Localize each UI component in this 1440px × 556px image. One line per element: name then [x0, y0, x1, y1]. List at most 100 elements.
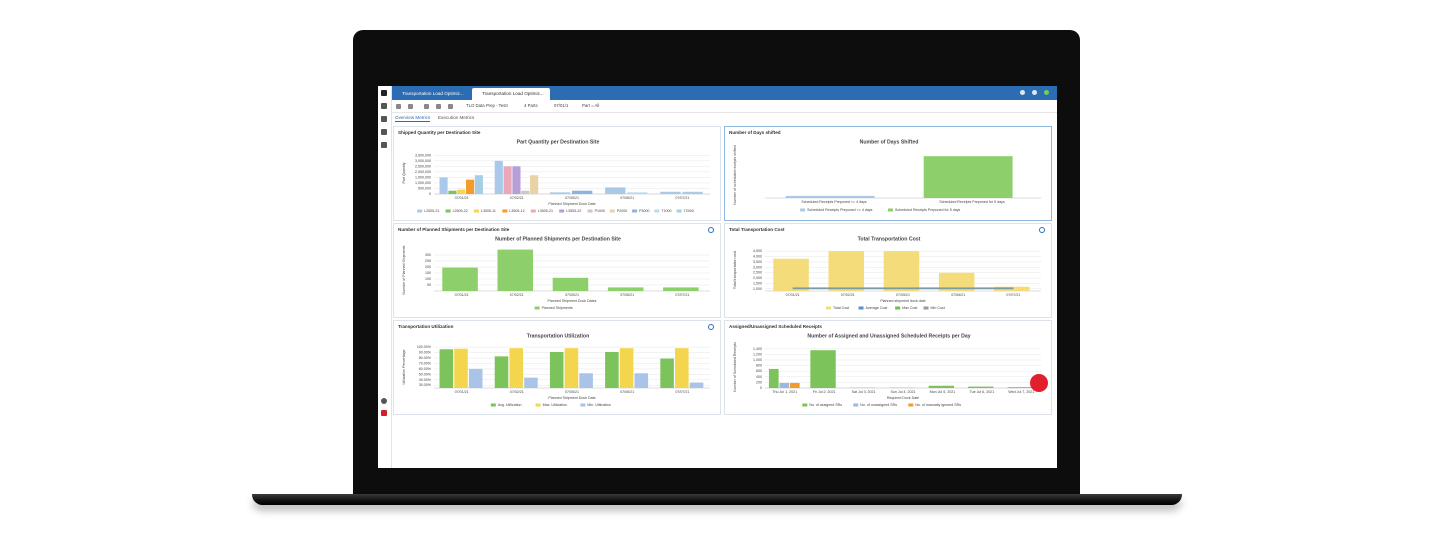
chart-title: Total Transportation Cost: [858, 236, 921, 242]
x-tick-label: Fri Jul 2, 2021: [813, 390, 836, 394]
legend-label: Max Cost: [902, 306, 917, 310]
chart: Total Transportation Cost Total transport…: [733, 236, 1041, 310]
legend-label: Avg. Utilization: [498, 403, 522, 407]
y-tick-label: 400: [756, 375, 762, 379]
y-tick-label: 2,000,000: [415, 170, 431, 174]
x-axis-label: Planned Shipment Dock Date: [548, 396, 595, 400]
y-tick-label: 3,500,000: [415, 153, 431, 157]
icon[interactable]: [1020, 90, 1025, 95]
toolbar-item[interactable]: Part = All: [582, 103, 600, 108]
help-button[interactable]: [1030, 374, 1048, 392]
legend-swatch: [445, 209, 451, 213]
chart-title: Part Quantity per Destination Site: [517, 139, 600, 145]
icon[interactable]: [381, 90, 387, 96]
chart: Transportation Utilization Utilization Pe…: [402, 333, 710, 407]
bar: [1007, 387, 1033, 388]
legend-swatch: [587, 209, 593, 213]
y-tick-label: 70.00%: [419, 361, 432, 365]
bar: [923, 156, 1013, 198]
x-tick-label: 07/02/21: [510, 293, 524, 297]
legend-label: No. of assigned SRs: [809, 403, 842, 407]
legend-swatch: [490, 403, 496, 407]
legend-label: Scheduled Receipts Preponed for 5 days: [895, 208, 961, 212]
icon[interactable]: [381, 398, 387, 404]
icon[interactable]: [381, 116, 387, 122]
icon[interactable]: [396, 104, 401, 109]
bar: [928, 385, 955, 388]
icon[interactable]: [448, 104, 453, 109]
bar: [627, 192, 648, 194]
refresh-button[interactable]: [708, 227, 714, 233]
icon[interactable]: [1044, 90, 1049, 95]
legend-swatch: [895, 306, 901, 310]
legend-label: T2000: [684, 209, 694, 213]
x-tick-label: 07/02/21: [510, 390, 524, 394]
y-tick-label: 50.00%: [419, 372, 432, 376]
legend-label: No. of unassigned SRs: [860, 403, 897, 407]
chart-title: Number of Planned Shipments per Destinat…: [495, 236, 621, 242]
toolbar-item[interactable]: 07/01/1: [554, 103, 569, 108]
icon[interactable]: [424, 104, 429, 109]
legend-label: T1000: [661, 209, 671, 213]
bar: [682, 191, 703, 194]
y-tick-label: 150: [425, 271, 431, 275]
y-tick-label: 200: [756, 380, 762, 384]
legend-label: Average Cost: [866, 306, 888, 310]
bar: [439, 349, 454, 388]
bar: [605, 187, 626, 194]
legend-label: Planned Shipments: [542, 306, 573, 310]
y-tick-label: 3,500: [753, 260, 762, 264]
y-tick-label: 1,400: [753, 347, 762, 351]
bar: [579, 373, 593, 388]
y-tick-label: 2,000: [753, 276, 762, 280]
legend-swatch: [502, 209, 508, 213]
y-tick-label: 30.00%: [419, 383, 432, 387]
y-tick-label: 2,500: [753, 271, 762, 275]
bar: [768, 368, 779, 388]
legend-label: Min Cost: [931, 306, 945, 310]
legend-swatch: [530, 209, 536, 213]
tab[interactable]: Transportation Load Optimiz...: [392, 88, 472, 100]
chart: Part Quantity per Destination Site Part Q…: [402, 139, 710, 213]
subtab[interactable]: Overview Metrics: [395, 115, 431, 122]
icon[interactable]: [1032, 90, 1037, 95]
y-tick-label: 1,000,000: [415, 181, 431, 185]
x-tick-label: Sat Jul 3, 2021: [852, 390, 876, 394]
bar: [689, 382, 704, 388]
y-tick-label: 60.00%: [419, 367, 432, 371]
panel-title: Assigned/Unassigned Scheduled Receipts: [729, 324, 822, 329]
panel: Assigned/Unassigned Scheduled Receipts Nu…: [724, 320, 1052, 415]
y-axis-label: Utilization Percentage: [402, 350, 406, 385]
bar: [564, 348, 579, 388]
bar: [552, 277, 589, 291]
bar: [549, 352, 564, 388]
bar: [789, 382, 800, 388]
legend-label: L3505-11: [481, 209, 496, 213]
legend-label: L3505-21: [538, 209, 553, 213]
icon[interactable]: [381, 410, 387, 416]
refresh-button[interactable]: [1039, 227, 1045, 233]
x-tick-label: 07/07/21: [1006, 293, 1020, 297]
refresh-button[interactable]: [708, 324, 714, 330]
icon[interactable]: [381, 129, 387, 135]
y-tick-label: 600: [756, 369, 762, 373]
panel: Number of Planned Shipments per Destinat…: [393, 223, 721, 318]
icon[interactable]: [381, 142, 387, 148]
laptop-base: [252, 494, 1182, 505]
toolbar-item[interactable]: TLO Data Prep - TestI: [466, 103, 508, 108]
legend-label: Max. Utilization: [543, 403, 567, 407]
toolbar-item[interactable]: 4 Parts: [524, 103, 538, 108]
icon[interactable]: [408, 104, 413, 109]
legend-label: P2000: [617, 209, 627, 213]
tab[interactable]: Transportation Load Optimiz...: [472, 88, 550, 100]
y-tick-label: 1,000: [753, 358, 762, 362]
icon[interactable]: [381, 103, 387, 109]
bar: [883, 251, 920, 291]
x-tick-label: 07/01/21: [455, 196, 469, 200]
legend-swatch: [559, 209, 565, 213]
toolbar: TLO Data Prep - TestI 4 Parts 07/01/1 Pa…: [392, 100, 1057, 113]
subtab[interactable]: Execution Metrics: [438, 115, 475, 120]
legend-label: P3000: [639, 209, 649, 213]
x-tick-label: 07/06/21: [951, 293, 965, 297]
icon[interactable]: [436, 104, 441, 109]
